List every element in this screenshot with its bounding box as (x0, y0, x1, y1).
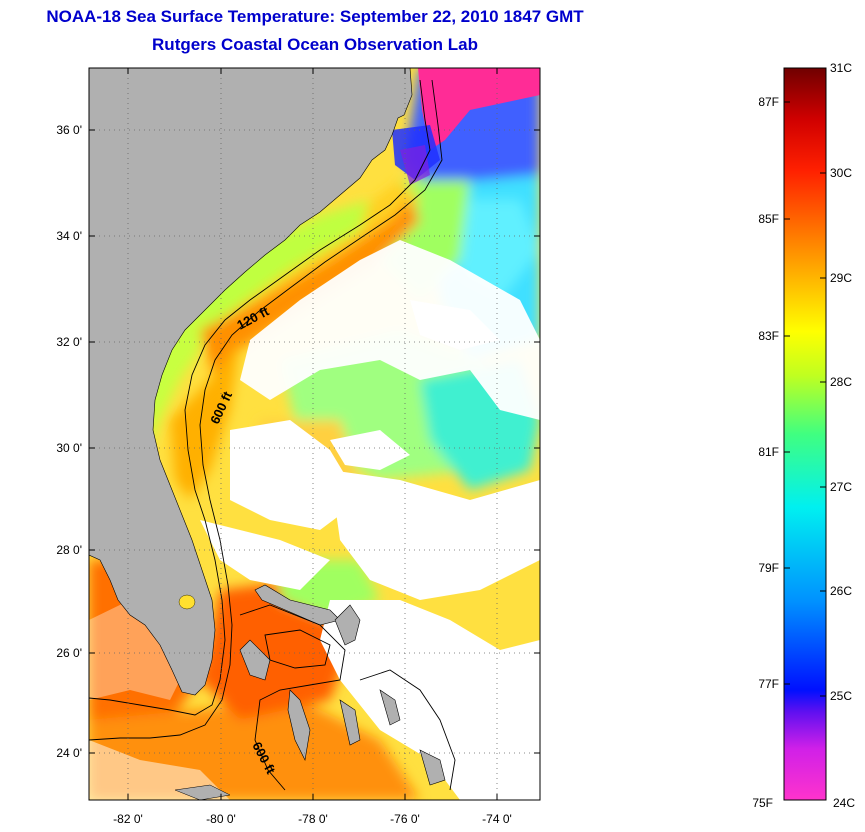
lat-tick-label: 32 0' (56, 335, 82, 349)
colorbar-celsius-label: 31C (830, 61, 852, 75)
graticule (89, 68, 540, 800)
colorbar-fahrenheit-label: 85F (758, 212, 779, 226)
colorbar-celsius-label: 27C (830, 480, 852, 494)
bathymetry-contours (89, 79, 456, 791)
colorbar-celsius-label: 25C (830, 689, 852, 703)
colorbar-celsius-label: 26C (830, 584, 852, 598)
lat-tick-label: 24 0' (56, 746, 82, 760)
cloud-cover (89, 240, 540, 800)
lat-tick-label: 26 0' (56, 646, 82, 660)
lat-tick-label: 36 0' (56, 123, 82, 137)
lat-tick-label: 28 0' (56, 543, 82, 557)
colorbar-celsius-label: 28C (830, 375, 852, 389)
us-land (89, 68, 413, 696)
map-subtitle: Rutgers Coastal Ocean Observation Lab (152, 35, 478, 54)
lat-tick-label: 34 0' (56, 229, 82, 243)
colorbar-fahrenheit-label: 77F (758, 677, 779, 691)
lon-tick-label: -74 0' (482, 812, 512, 826)
colorbar-fahrenheit-label: 81F (758, 445, 779, 459)
map-plot-area: 120 ft 600 ft 600 ft (89, 68, 540, 800)
colorbar-celsius-label: 24C (833, 796, 855, 810)
hot-pink-region (418, 68, 540, 150)
map-frame (88, 67, 541, 801)
map-title: NOAA-18 Sea Surface Temperature: Septemb… (46, 7, 584, 26)
lat-tick-label: 30 0' (56, 441, 82, 455)
lon-tick-label: -78 0' (298, 812, 328, 826)
colorbar-fahrenheit-label: 83F (758, 329, 779, 343)
colorbar-fahrenheit-label: 75F (752, 796, 773, 810)
lon-tick-label: -76 0' (390, 812, 420, 826)
colorbar-fahrenheit-label: 79F (758, 561, 779, 575)
lon-tick-label: -80 0' (206, 812, 236, 826)
colorbar-celsius-label: 30C (830, 166, 852, 180)
colorbar-fahrenheit-label: 87F (758, 95, 779, 109)
bahamas-islands (239, 584, 446, 786)
lat-axis: 36 0' 34 0' 32 0' 30 0' 28 0' 26 0' 24 0… (56, 123, 540, 760)
colorbar-celsius-label: 29C (830, 271, 852, 285)
lon-axis: -82 0' -80 0' -78 0' -76 0' -74 0' (113, 68, 512, 826)
colorbar-gradient (783, 67, 827, 801)
lon-tick-label: -82 0' (113, 812, 143, 826)
temperature-colorbar: 31C 30C 29C 28C 27C 26C 25C 24C 87F 85F … (752, 61, 855, 810)
